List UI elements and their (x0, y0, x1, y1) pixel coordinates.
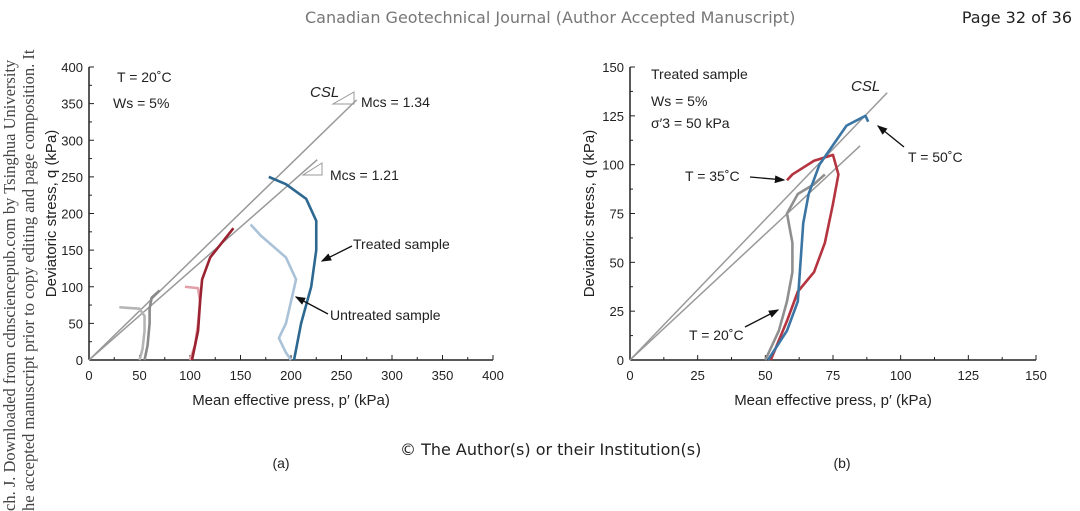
series-line (119, 305, 146, 361)
confining-stress-label: σ′3 = 50 kPa (651, 115, 730, 131)
y-tick-label: 150 (602, 60, 624, 75)
mcs-2-label: Mcs = 1.21 (330, 167, 399, 183)
annotation-arrow (320, 245, 353, 262)
y-tick-label: 400 (61, 60, 83, 75)
chart-b: 0 25 50 75 100 125 150 0 25 50 75 100 125 150 Mean eff… (581, 60, 1047, 471)
y-tick-label: 75 (610, 207, 624, 222)
y-tick-label: 50 (610, 255, 624, 270)
x-tick-label: 0 (85, 368, 92, 383)
panel-label: (b) (833, 455, 850, 471)
y-tick-label: 150 (61, 243, 83, 258)
y-tick-label: 350 (61, 97, 83, 112)
series-line (766, 114, 870, 361)
t20-label: T = 20˚C (689, 327, 744, 343)
x-tick-label: 75 (826, 368, 840, 383)
x-tick-label: 300 (381, 368, 403, 383)
slope-triangle (331, 91, 355, 105)
annotation-arrow (876, 125, 905, 148)
x-tick-label: 0 (626, 368, 633, 383)
sample-label: Treated sample (651, 66, 748, 82)
x-axis-label: Mean effective press, p′ (kPa) (734, 392, 932, 409)
y-tick-label: 300 (61, 133, 83, 148)
csl-line (629, 145, 861, 361)
treated-sample-label: Treated sample (353, 236, 450, 252)
y-tick-label: 250 (61, 170, 83, 185)
series-line (268, 175, 318, 361)
y-tick-label: 100 (602, 158, 624, 173)
x-tick-label: 100 (890, 368, 912, 383)
x-tick-label: 200 (280, 368, 302, 383)
x-tick-label: 400 (482, 368, 504, 383)
csl-label: CSL (310, 84, 339, 101)
x-tick-label: 250 (331, 368, 353, 383)
t50-label: T = 50˚C (908, 149, 963, 165)
x-tick-label: 350 (432, 368, 454, 383)
y-tick-label: 100 (61, 280, 83, 295)
y-axis-label: Deviatoric stress, q (kPa) (43, 130, 60, 298)
csl-label: CSL (851, 78, 880, 95)
x-tick-label: 50 (132, 368, 146, 383)
x-tick-label: 125 (957, 368, 979, 383)
y-tick-label: 0 (617, 353, 624, 368)
y-tick-label: 25 (610, 304, 624, 319)
y-tick-label: 50 (69, 316, 83, 331)
water-content-label: Ws = 5% (113, 95, 169, 111)
untreated-sample-label: Untreated sample (330, 307, 441, 323)
csl-line (88, 159, 318, 361)
series-line (769, 153, 840, 361)
page-number: Page 32 of 36 (961, 8, 1072, 27)
slope-triangle (301, 162, 323, 176)
temperature-label: T = 20˚C (117, 69, 172, 85)
copyright-notice: © The Author(s) or their Institution(s) (400, 440, 702, 459)
x-axis-label: Mean effective press, p′ (kPa) (192, 392, 390, 409)
series-line (764, 173, 826, 361)
y-tick-label: 125 (602, 109, 624, 124)
panel-label: (a) (272, 455, 289, 471)
annotation-arrow (744, 309, 780, 328)
t35-label: T = 35˚C (685, 168, 740, 184)
series-line (249, 223, 298, 361)
journal-header: Canadian Geotechnical Journal (Author Ac… (305, 8, 796, 27)
x-tick-label: 150 (230, 368, 252, 383)
y-tick-label: 0 (76, 353, 83, 368)
water-content-label: Ws = 5% (651, 93, 707, 109)
y-axis-label: Deviatoric stress, q (kPa) (581, 130, 598, 298)
annotation-arrow (749, 175, 786, 184)
series-line (190, 227, 235, 361)
mcs-1-label: Mcs = 1.34 (361, 94, 430, 110)
csl-line (88, 99, 358, 361)
x-tick-label: 150 (1025, 368, 1047, 383)
x-tick-label: 100 (179, 368, 201, 383)
y-tick-label: 200 (61, 207, 83, 222)
annotation-arrow (294, 296, 329, 315)
csl-line (629, 92, 888, 361)
series-line (143, 289, 161, 361)
x-tick-label: 25 (690, 368, 704, 383)
x-tick-label: 50 (758, 368, 772, 383)
chart-a: 0 50 100 150 200 250 300 350 400 0 50 100 150 200 250 3… (43, 60, 504, 471)
